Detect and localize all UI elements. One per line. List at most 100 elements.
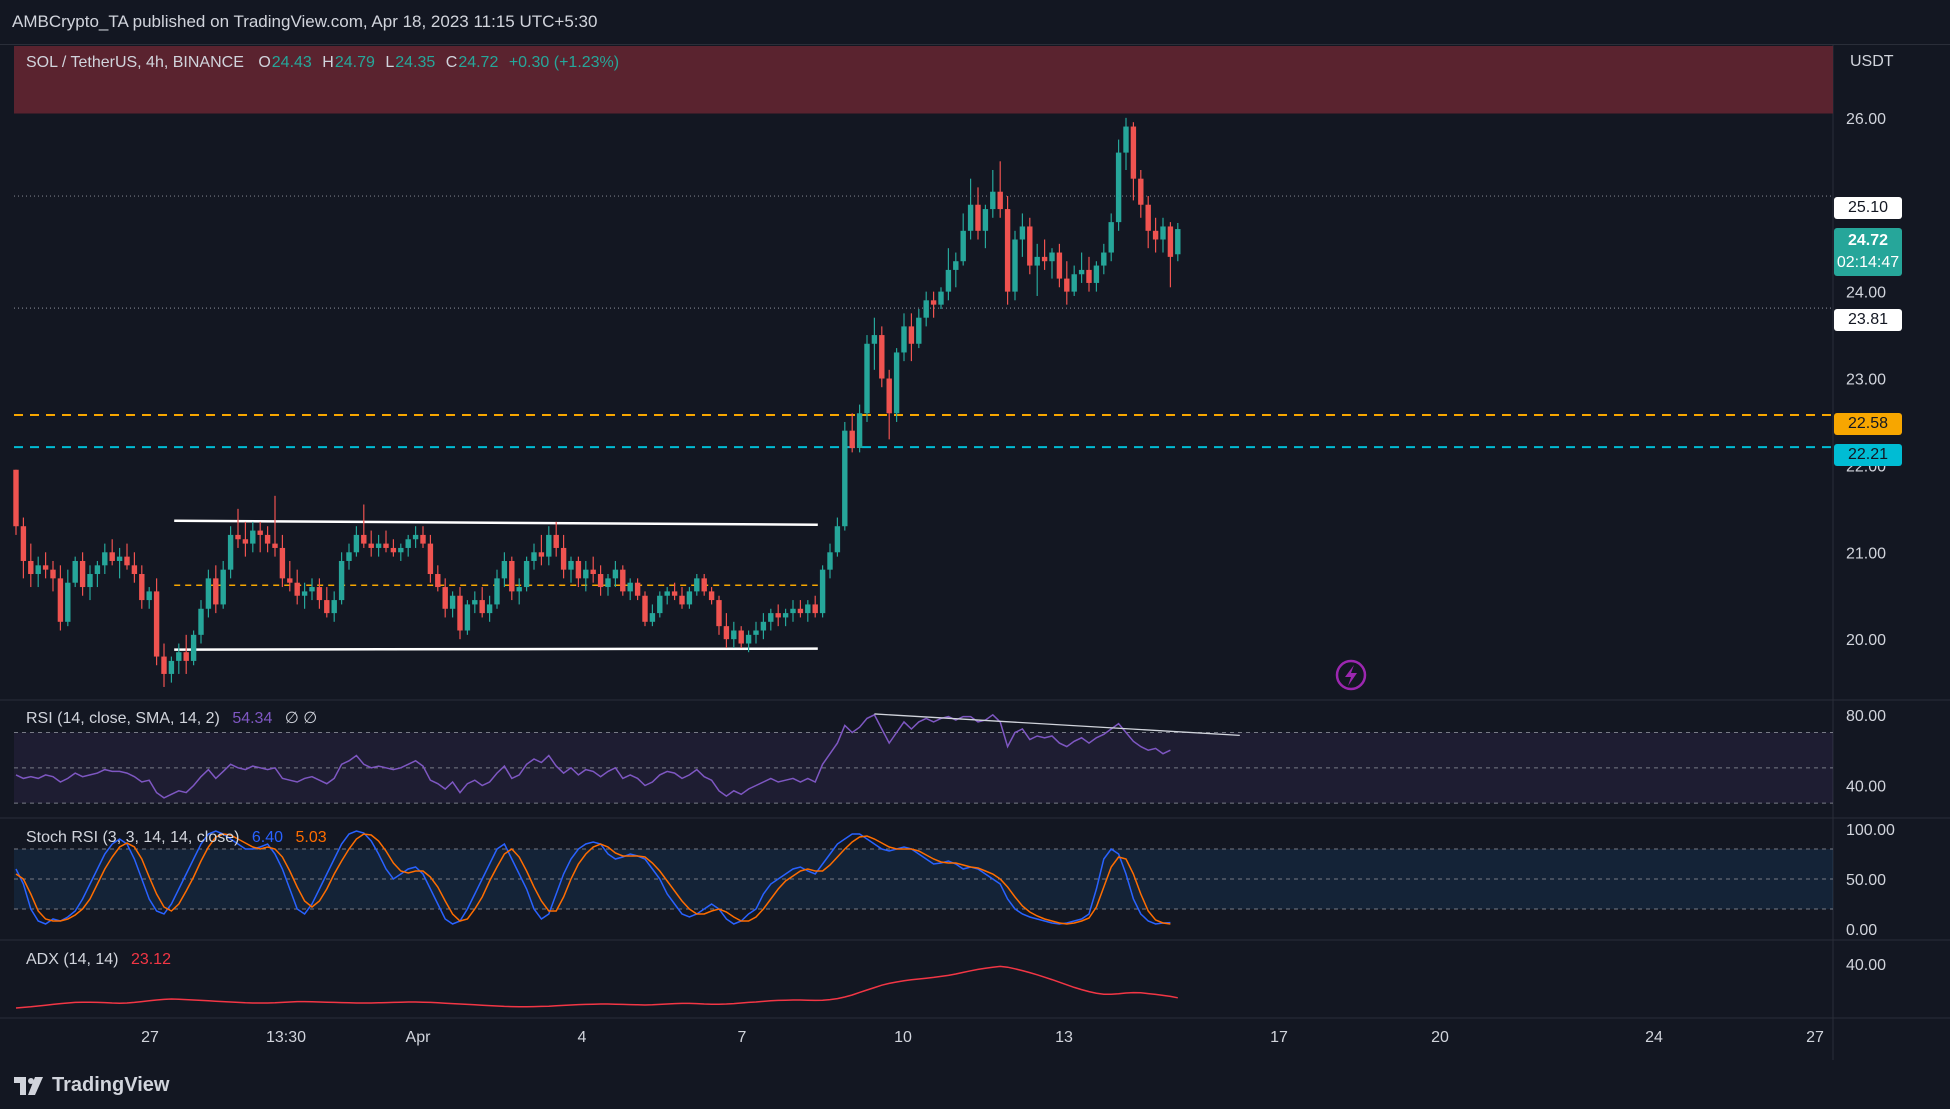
candle bbox=[790, 600, 796, 622]
candle-body bbox=[753, 630, 759, 635]
candle bbox=[975, 187, 981, 240]
price-tick-label: 21.00 bbox=[1846, 545, 1886, 562]
candle-body bbox=[457, 595, 463, 631]
candle bbox=[87, 565, 93, 601]
candle-body bbox=[1019, 226, 1026, 240]
candle-body bbox=[220, 569, 226, 605]
candle bbox=[153, 578, 160, 666]
open-label: O bbox=[258, 54, 271, 71]
candle-body bbox=[605, 578, 611, 588]
candle bbox=[361, 504, 367, 548]
candle bbox=[220, 560, 226, 609]
candle bbox=[250, 521, 256, 553]
candle bbox=[1019, 213, 1026, 257]
candle-body bbox=[509, 560, 515, 592]
rsi-tick-label: 40.00 bbox=[1846, 779, 1886, 796]
candle-body bbox=[227, 534, 234, 570]
support-price-badge[interactable]: 23.81 bbox=[1834, 309, 1902, 331]
candle bbox=[745, 630, 752, 653]
candle bbox=[864, 335, 870, 422]
candle-body bbox=[953, 261, 959, 270]
candle-body bbox=[176, 652, 182, 661]
time-tick-label: 27 bbox=[141, 1029, 159, 1046]
stoch-k-value: 6.40 bbox=[251, 829, 284, 846]
candle bbox=[13, 469, 19, 535]
candle-body bbox=[398, 547, 404, 553]
cyan-level-badge[interactable]: 22.21 bbox=[1834, 444, 1902, 466]
candle bbox=[72, 556, 78, 588]
candle-body bbox=[708, 591, 715, 601]
low-value: 24.35 bbox=[395, 54, 436, 71]
candle-body bbox=[183, 652, 189, 661]
candle-body bbox=[94, 565, 101, 575]
candle bbox=[575, 556, 582, 588]
candle-body bbox=[516, 587, 522, 592]
time-tick-label: 24 bbox=[1645, 1029, 1663, 1046]
candle-body bbox=[634, 582, 641, 596]
candle bbox=[1004, 196, 1011, 305]
candle bbox=[1160, 217, 1166, 253]
tradingview-logo[interactable]: TradingView bbox=[14, 1074, 169, 1097]
last-price: 24.72 bbox=[1847, 232, 1889, 249]
candle-body bbox=[161, 656, 167, 674]
candle bbox=[819, 565, 826, 618]
candle bbox=[1108, 213, 1114, 262]
time-tick-label: 4 bbox=[578, 1029, 587, 1046]
candle-body bbox=[967, 204, 974, 231]
candle-body bbox=[198, 608, 204, 635]
candle bbox=[664, 587, 670, 605]
candle bbox=[1130, 122, 1137, 201]
candle bbox=[679, 587, 685, 609]
candle-body bbox=[353, 534, 360, 553]
time-tick-label: 13 bbox=[1055, 1029, 1073, 1046]
orange-level-badge[interactable]: 22.58 bbox=[1834, 413, 1902, 435]
candle-body bbox=[109, 552, 115, 561]
candle bbox=[1041, 239, 1048, 270]
candle bbox=[605, 574, 611, 596]
candle bbox=[1123, 117, 1129, 170]
candle-body bbox=[864, 343, 870, 414]
candle bbox=[161, 643, 167, 687]
candle bbox=[916, 309, 922, 349]
resistance-price-badge[interactable]: 25.10 bbox=[1834, 197, 1902, 219]
candle-body bbox=[272, 543, 278, 548]
candle bbox=[523, 556, 530, 592]
candle bbox=[198, 600, 204, 644]
stoch-d-value: 5.03 bbox=[295, 829, 327, 846]
candle-body bbox=[42, 565, 49, 570]
candle-body bbox=[250, 530, 256, 544]
candle-body bbox=[1049, 252, 1055, 262]
rsi-divergence-trendline bbox=[874, 713, 1240, 737]
candle-body bbox=[1041, 256, 1048, 262]
candle bbox=[35, 556, 41, 588]
stoch-tick-label: 50.00 bbox=[1846, 872, 1886, 889]
candle-body bbox=[87, 574, 93, 588]
candle-body bbox=[412, 534, 419, 540]
candle bbox=[1056, 243, 1063, 288]
candle bbox=[516, 578, 522, 605]
candle-body bbox=[782, 613, 789, 618]
candle bbox=[1078, 252, 1085, 283]
last-price-badge[interactable]: 24.72 02:14:47 bbox=[1834, 228, 1902, 276]
candle bbox=[886, 369, 892, 440]
candle bbox=[531, 543, 537, 570]
candle bbox=[227, 526, 234, 579]
price-tick-label: 26.00 bbox=[1846, 111, 1886, 128]
candle-body bbox=[486, 604, 493, 614]
close-value: 24.72 bbox=[458, 54, 499, 71]
footer: TradingView bbox=[0, 1060, 1950, 1109]
candle bbox=[324, 587, 330, 618]
candle bbox=[1152, 217, 1159, 253]
candle bbox=[923, 291, 929, 327]
publish-header: AMBCrypto_TA published on TradingView.co… bbox=[0, 0, 1950, 45]
candle-body bbox=[35, 565, 41, 575]
candle-body bbox=[309, 587, 315, 592]
candle-body bbox=[990, 191, 996, 210]
candle bbox=[953, 252, 959, 288]
candle-body bbox=[368, 543, 374, 548]
candle-body bbox=[1123, 126, 1129, 153]
candle-body bbox=[116, 556, 123, 561]
candle-body bbox=[546, 534, 552, 557]
stoch-k-line bbox=[15, 830, 1171, 925]
